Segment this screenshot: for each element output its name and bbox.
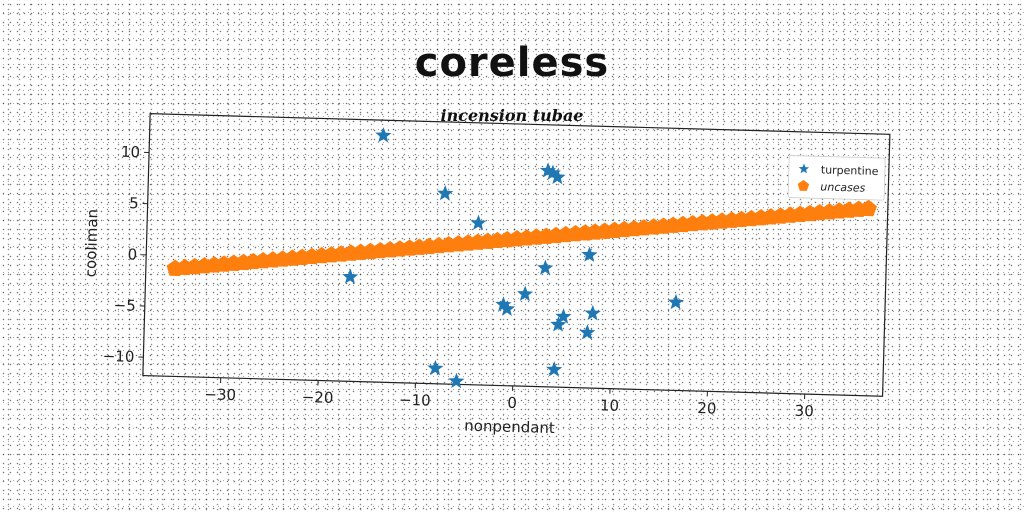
y-tick-label: 10 [121,143,141,162]
turpentine-point [342,268,359,284]
x-tick-label: 30 [794,402,814,421]
x-tick-label: 20 [697,399,717,418]
legend: turpentine uncases [788,156,885,201]
turpentine-point [537,259,554,275]
y-axis-label: cooliman [82,209,102,278]
turpentine-point [427,360,444,376]
turpentine-point [470,214,487,230]
turpentine-point [584,305,601,321]
x-tick-label: 10 [600,396,620,415]
legend-label-uncases: uncases [820,180,866,194]
turpentine-point [668,294,685,310]
plot-area: −10 −5 0 5 10 −30 −20 −10 0 10 20 30 turpentine un… [77,112,889,446]
x-tick-label: −10 [399,391,431,410]
series-turpentine [339,126,688,394]
turpentine-point [579,324,596,340]
turpentine-point [448,372,465,388]
x-tick-label: −20 [301,388,333,407]
y-tick-label: −5 [113,296,136,315]
uncases-point [860,200,878,217]
x-tick-label: 0 [507,394,517,412]
y-tick-label: 5 [129,194,139,212]
series-uncases [166,180,877,295]
y-tick-label: −10 [102,347,134,366]
turpentine-point [375,127,392,143]
legend-label-turpentine: turpentine [821,163,879,178]
x-axis: −30 −20 −10 0 10 20 30 [204,377,814,420]
x-axis-label: nonpendant [464,417,555,438]
x-tick-label: −30 [204,385,236,404]
y-axis: −10 −5 0 5 10 [102,142,149,366]
y-tick-label: 0 [127,245,137,263]
turpentine-point [546,361,563,377]
turpentine-point [581,246,598,262]
turpentine-point [517,285,534,301]
turpentine-point [437,185,454,201]
